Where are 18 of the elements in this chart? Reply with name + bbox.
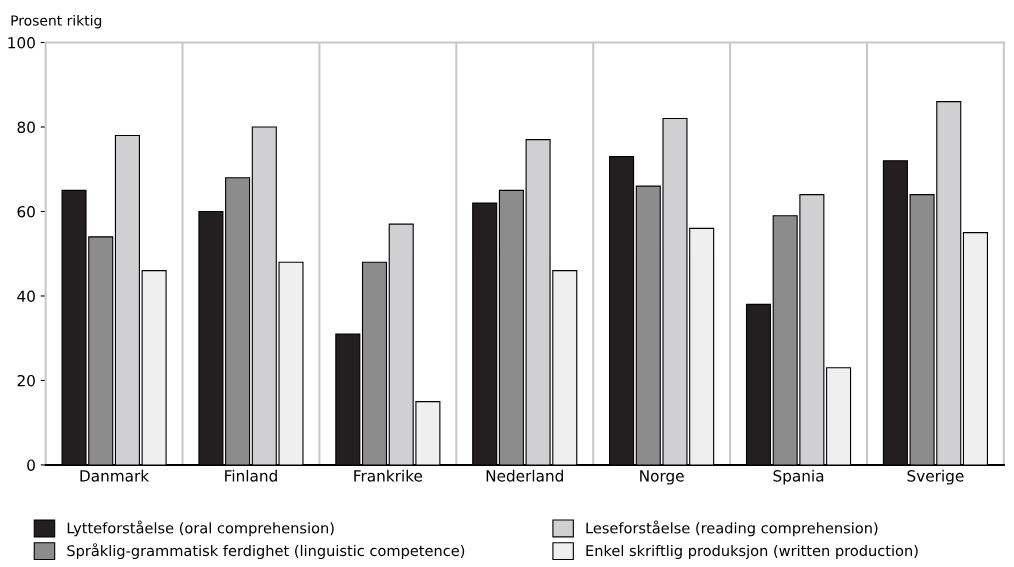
- legend-label: Leseforståelse (reading comprehension): [586, 520, 878, 537]
- y-tick-label: 0: [27, 459, 35, 471]
- legend-label: Enkel skriftlig produksjon (written production): [586, 544, 918, 560]
- y-tick-label: 20: [17, 374, 35, 387]
- y-tick-label: 100: [8, 36, 35, 49]
- x-tick-label: Nederland: [486, 469, 563, 482]
- x-tick-label: Sverige: [907, 469, 964, 485]
- x-tick-label: Frankrike: [354, 469, 423, 482]
- legend-label: Språklig-grammatisk ferdighet (linguistic competence): [67, 543, 465, 560]
- y-axis-title: Prosent riktig: [11, 14, 102, 29]
- x-tick-label: Finland: [225, 469, 277, 482]
- x-tick-label: Danmark: [80, 469, 150, 482]
- x-tick-label: Norge: [640, 470, 684, 485]
- legend-label: Lytteforståelse (oral comprehension): [67, 520, 334, 537]
- y-tick-label: 40: [17, 290, 35, 302]
- y-tick-label: 80: [17, 121, 35, 134]
- y-tick-label: 60: [17, 205, 35, 218]
- x-tick-label: Spania: [773, 469, 824, 485]
